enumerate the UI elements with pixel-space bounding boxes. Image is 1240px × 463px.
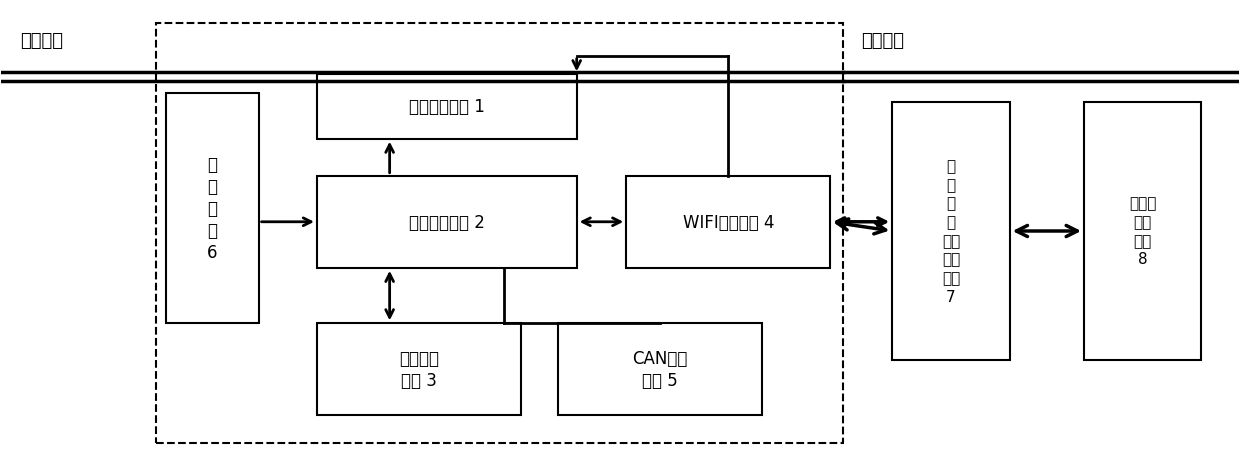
- Text: 直
流
电
源
6: 直 流 电 源 6: [207, 155, 217, 262]
- Text: 微处理器模块 2: 微处理器模块 2: [409, 213, 485, 232]
- Bar: [893, 103, 1009, 360]
- Bar: [156, 25, 843, 443]
- Bar: [317, 324, 521, 416]
- Text: 交流电源: 交流电源: [862, 31, 904, 50]
- Text: WIFI通信模块 4: WIFI通信模块 4: [682, 213, 774, 232]
- Bar: [166, 94, 259, 324]
- Bar: [317, 176, 577, 269]
- Text: 服
务
器
：
用电
管理
系统
7: 服 务 器 ： 用电 管理 系统 7: [942, 159, 960, 304]
- Bar: [1084, 103, 1202, 360]
- Bar: [317, 75, 577, 139]
- Text: CAN通信
模块 5: CAN通信 模块 5: [632, 350, 688, 390]
- Text: 交流电源: 交流电源: [20, 31, 63, 50]
- Text: 参数采集
模块 3: 参数采集 模块 3: [399, 350, 439, 390]
- Bar: [626, 176, 831, 269]
- Bar: [558, 324, 763, 416]
- Text: 分、合闸模块 1: 分、合闸模块 1: [409, 98, 485, 116]
- Text: 手机：
移动
终端
8: 手机： 移动 终端 8: [1130, 196, 1157, 267]
